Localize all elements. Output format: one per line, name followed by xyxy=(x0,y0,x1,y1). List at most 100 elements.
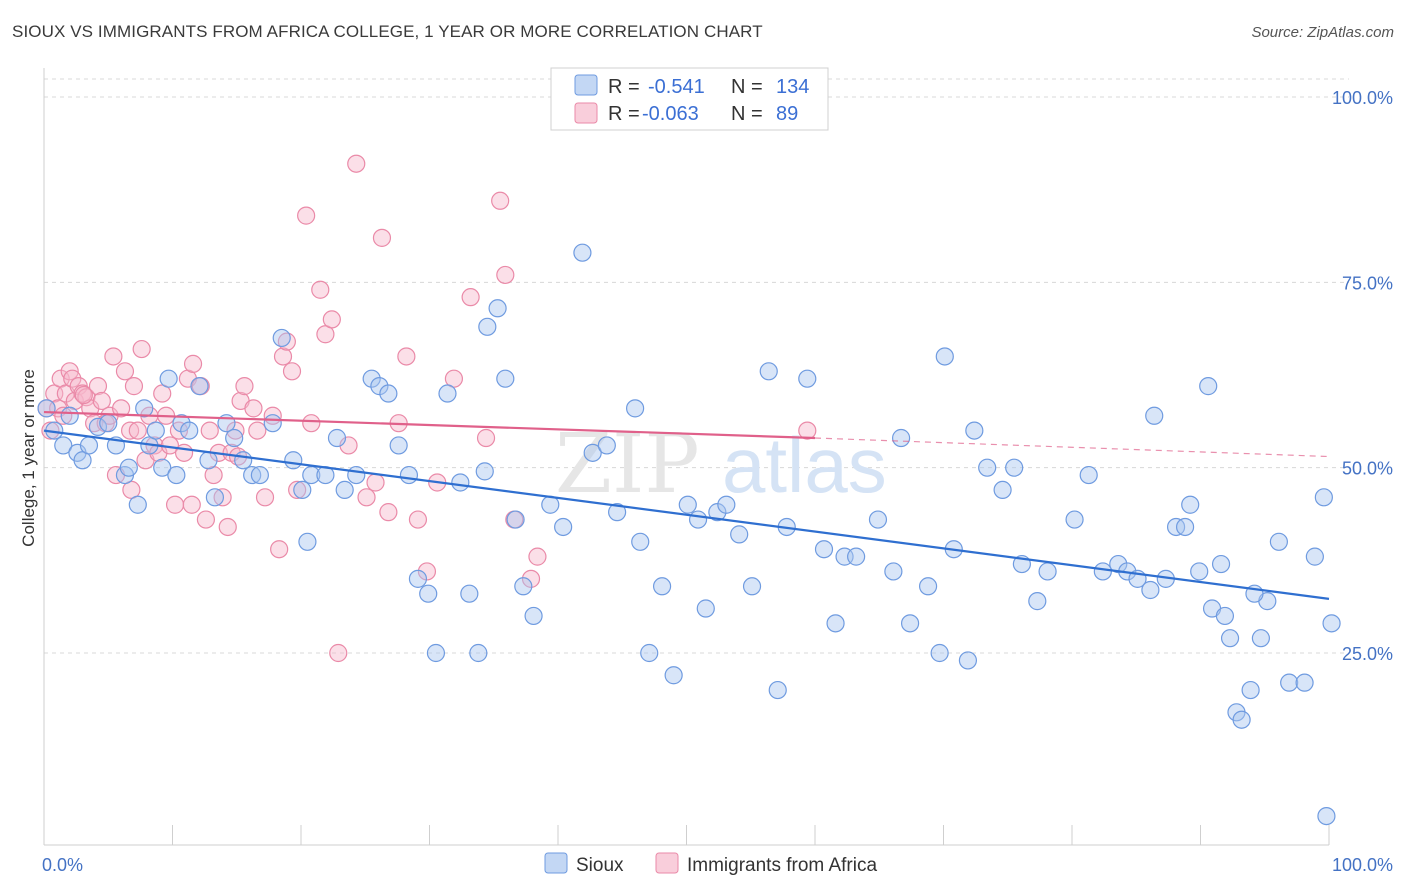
africa-point xyxy=(372,228,392,247)
sioux-point xyxy=(978,458,997,477)
sioux-point xyxy=(935,347,954,366)
sioux-point xyxy=(347,465,366,485)
sioux-point xyxy=(640,643,659,663)
sioux-point xyxy=(1190,562,1209,581)
sioux-point xyxy=(930,643,949,663)
sioux-point xyxy=(1314,488,1333,507)
sioux-point xyxy=(293,480,312,500)
sioux-point xyxy=(884,562,903,581)
series-africa-points xyxy=(37,154,817,663)
sioux-point xyxy=(554,517,573,537)
bottom-legend-swatch-sioux xyxy=(544,852,568,874)
y-tick-label: 50.0% xyxy=(1342,459,1393,479)
africa-point xyxy=(128,421,147,440)
sioux-point xyxy=(37,399,56,418)
sioux-point xyxy=(891,428,911,448)
sioux-point xyxy=(608,503,627,522)
sioux-point xyxy=(172,414,191,433)
africa-point xyxy=(165,495,185,514)
africa-point xyxy=(366,473,385,492)
africa-point xyxy=(496,265,515,285)
sioux-point xyxy=(652,577,672,596)
trend-lines xyxy=(43,410,1330,600)
africa-point xyxy=(347,154,366,173)
africa-point xyxy=(115,362,135,381)
sioux-point xyxy=(814,540,834,559)
africa-point xyxy=(476,428,496,448)
africa-point xyxy=(74,385,93,405)
africa-point xyxy=(273,347,293,366)
africa-point xyxy=(88,377,108,396)
sioux-point xyxy=(918,577,938,596)
y-tick-label: 25.0% xyxy=(1342,644,1393,664)
sioux-point xyxy=(88,417,108,436)
sioux-point xyxy=(1322,614,1341,633)
sioux-point xyxy=(379,384,398,403)
bottom-legend: Sioux Immigrants from Africa xyxy=(544,852,877,876)
africa-point xyxy=(77,388,96,407)
sioux-point xyxy=(583,443,602,462)
sioux-point xyxy=(272,328,291,348)
africa-point xyxy=(244,399,263,418)
africa-trend-line xyxy=(43,410,816,440)
sioux-point xyxy=(1295,673,1314,692)
sioux-point xyxy=(408,569,428,588)
africa-point xyxy=(213,488,232,507)
sioux-point xyxy=(1305,547,1324,566)
africa-point xyxy=(218,517,237,537)
sioux-point xyxy=(225,428,244,448)
sioux-point xyxy=(506,510,525,529)
legend-swatch-africa xyxy=(574,102,598,124)
chart-title: SIOUX VS IMMIGRANTS FROM AFRICA COLLEGE,… xyxy=(12,22,763,41)
sioux-point xyxy=(250,465,269,485)
sioux-point xyxy=(631,532,650,551)
sioux-point xyxy=(696,599,715,618)
sioux-point xyxy=(1175,517,1195,537)
sioux-point xyxy=(847,547,866,566)
sioux-point xyxy=(826,614,845,633)
sioux-point xyxy=(1079,465,1098,485)
africa-point xyxy=(297,206,316,225)
sioux-point xyxy=(167,465,186,485)
africa-point xyxy=(124,377,144,396)
africa-point xyxy=(183,354,203,373)
sioux-point xyxy=(1038,562,1057,581)
sioux-point xyxy=(180,421,199,440)
africa-point xyxy=(521,569,541,588)
sioux-point xyxy=(327,428,347,448)
africa-point xyxy=(120,421,140,440)
africa-point xyxy=(182,495,201,514)
africa-point xyxy=(798,421,817,440)
sioux-point xyxy=(573,243,592,262)
sioux-point xyxy=(419,584,438,603)
legend-n-label: N = xyxy=(731,76,763,98)
sioux-point xyxy=(730,525,749,544)
y-tick-label: 75.0% xyxy=(1342,273,1393,293)
sioux-point xyxy=(199,451,218,470)
africa-point xyxy=(132,339,151,359)
africa-point xyxy=(311,280,330,299)
sioux-point xyxy=(1199,377,1218,396)
africa-point xyxy=(528,547,547,566)
series-sioux-points xyxy=(37,243,1341,826)
africa-point xyxy=(288,480,307,500)
africa-point xyxy=(461,288,480,307)
sioux-point xyxy=(958,651,978,670)
sioux-point xyxy=(362,369,381,388)
africa-point xyxy=(63,369,82,388)
sioux-point xyxy=(1269,532,1288,551)
sioux-point xyxy=(153,458,172,477)
africa-point xyxy=(491,191,510,210)
africa-point xyxy=(104,347,123,366)
sioux-point xyxy=(759,362,778,381)
africa-point xyxy=(196,510,216,529)
sioux-point xyxy=(768,680,787,700)
sioux-point xyxy=(1141,580,1160,600)
sioux-point xyxy=(625,399,645,418)
sioux-point xyxy=(475,462,494,481)
sioux-point xyxy=(1220,629,1240,648)
sioux-point xyxy=(460,584,479,603)
sioux-point xyxy=(1317,806,1336,826)
sioux-point xyxy=(426,643,446,663)
sioux-point xyxy=(965,421,984,440)
